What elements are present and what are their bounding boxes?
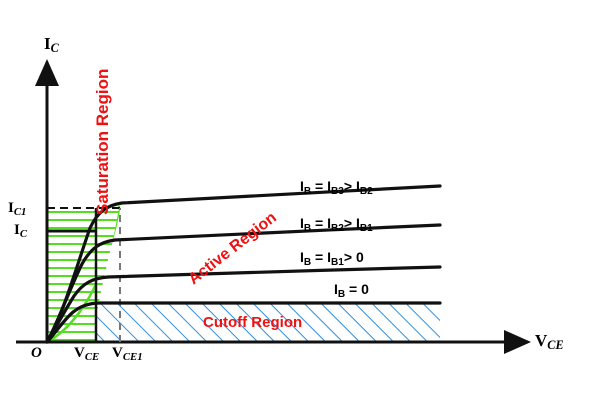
curve-label-ib3: IB = IB3> IB2 [300, 178, 373, 197]
curve-label-ib1: IB = IB1> 0 [300, 249, 364, 268]
origin-label: O [31, 345, 42, 361]
x-tick-label-vce1: VCE1 [112, 345, 143, 364]
y-tick-label-ic1: IC1 [8, 200, 27, 219]
curve-ib2 [45, 223, 442, 344]
curve-ib1 [45, 265, 442, 344]
curve-label-ib0: IB = 0 [334, 281, 369, 300]
cutoff-region-fill [47, 303, 440, 342]
curve-group [45, 184, 442, 344]
axes [16, 59, 531, 354]
y-axis-title: IC [44, 34, 59, 56]
saturation-region-label: Saturation Region [93, 68, 112, 215]
x-axis-title: VCE [535, 331, 564, 353]
curve-ib0 [45, 301, 442, 344]
curve-label-ib2: IB = IB2> IB1 [300, 215, 373, 234]
y-tick-label-ic: IC [14, 222, 28, 241]
x-tick-label-vce: VCE [74, 345, 100, 364]
cutoff-region-label: Cutoff Region [203, 314, 303, 331]
